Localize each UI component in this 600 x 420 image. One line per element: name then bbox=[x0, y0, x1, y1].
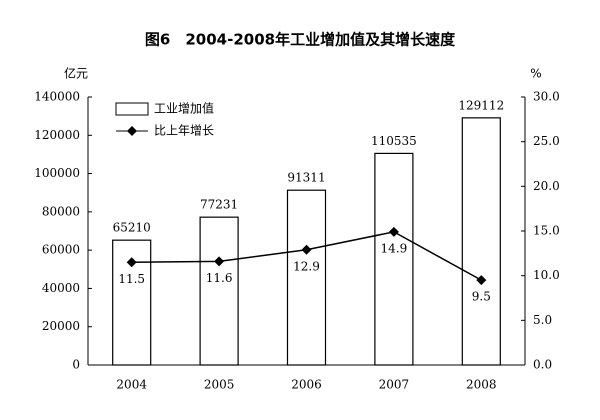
bar bbox=[286, 189, 327, 366]
bar bbox=[374, 152, 414, 366]
bar bbox=[112, 239, 152, 366]
y-tick-label: 120000 bbox=[34, 128, 80, 142]
y2-tick-label: 20.0 bbox=[533, 179, 560, 193]
y-tick-label: 140000 bbox=[34, 90, 80, 104]
bar-value-label: 77231 bbox=[200, 198, 238, 212]
x-tick-label: 2007 bbox=[379, 378, 410, 392]
line-value-label: 9.5 bbox=[472, 290, 491, 304]
bar-value-label: 91311 bbox=[287, 171, 325, 185]
bar bbox=[199, 216, 239, 366]
line-marker bbox=[476, 275, 487, 286]
legend-swatch bbox=[115, 102, 149, 116]
line-marker bbox=[301, 244, 312, 255]
bar bbox=[461, 117, 501, 366]
line-value-label: 12.9 bbox=[293, 259, 320, 273]
chart-title: 图6 2004-2008年工业增加值及其增长速度 bbox=[145, 31, 456, 49]
y2-tick-label: 5.0 bbox=[533, 313, 552, 327]
bar-value-label: 129112 bbox=[458, 98, 504, 112]
y2-tick-label: 25.0 bbox=[533, 134, 560, 148]
y-tick-label: 80000 bbox=[42, 204, 80, 218]
y2-tick-label: 30.0 bbox=[533, 90, 560, 104]
y2-tick-label: 10.0 bbox=[533, 268, 560, 282]
y2-tick-label: 15.0 bbox=[533, 224, 560, 238]
y-axis-label: 亿元 bbox=[64, 66, 88, 81]
legend-marker bbox=[127, 126, 137, 136]
line-value-label: 11.6 bbox=[206, 271, 233, 285]
y-tick-label: 0 bbox=[72, 358, 80, 372]
line-value-label: 11.5 bbox=[118, 272, 145, 286]
x-tick-label: 2005 bbox=[204, 378, 235, 392]
x-tick-label: 2008 bbox=[466, 378, 497, 392]
line-value-label: 14.9 bbox=[381, 241, 408, 255]
y-tick-label: 40000 bbox=[42, 281, 80, 295]
line-marker bbox=[214, 256, 225, 267]
legend-label: 工业增加值 bbox=[154, 101, 214, 116]
y-tick-label: 60000 bbox=[42, 243, 80, 257]
line-marker bbox=[388, 226, 399, 237]
line-marker bbox=[126, 257, 137, 268]
y2-tick-label: 0.0 bbox=[533, 358, 552, 372]
x-tick-label: 2004 bbox=[116, 378, 147, 392]
bar-value-label: 110535 bbox=[371, 134, 417, 148]
legend-label: 比上年增长 bbox=[154, 124, 214, 138]
y-tick-label: 20000 bbox=[42, 319, 80, 333]
bar-value-label: 65210 bbox=[113, 221, 151, 235]
x-tick-label: 2006 bbox=[291, 378, 322, 392]
y-tick-label: 100000 bbox=[34, 166, 80, 180]
y2-axis-label: % bbox=[530, 67, 541, 81]
